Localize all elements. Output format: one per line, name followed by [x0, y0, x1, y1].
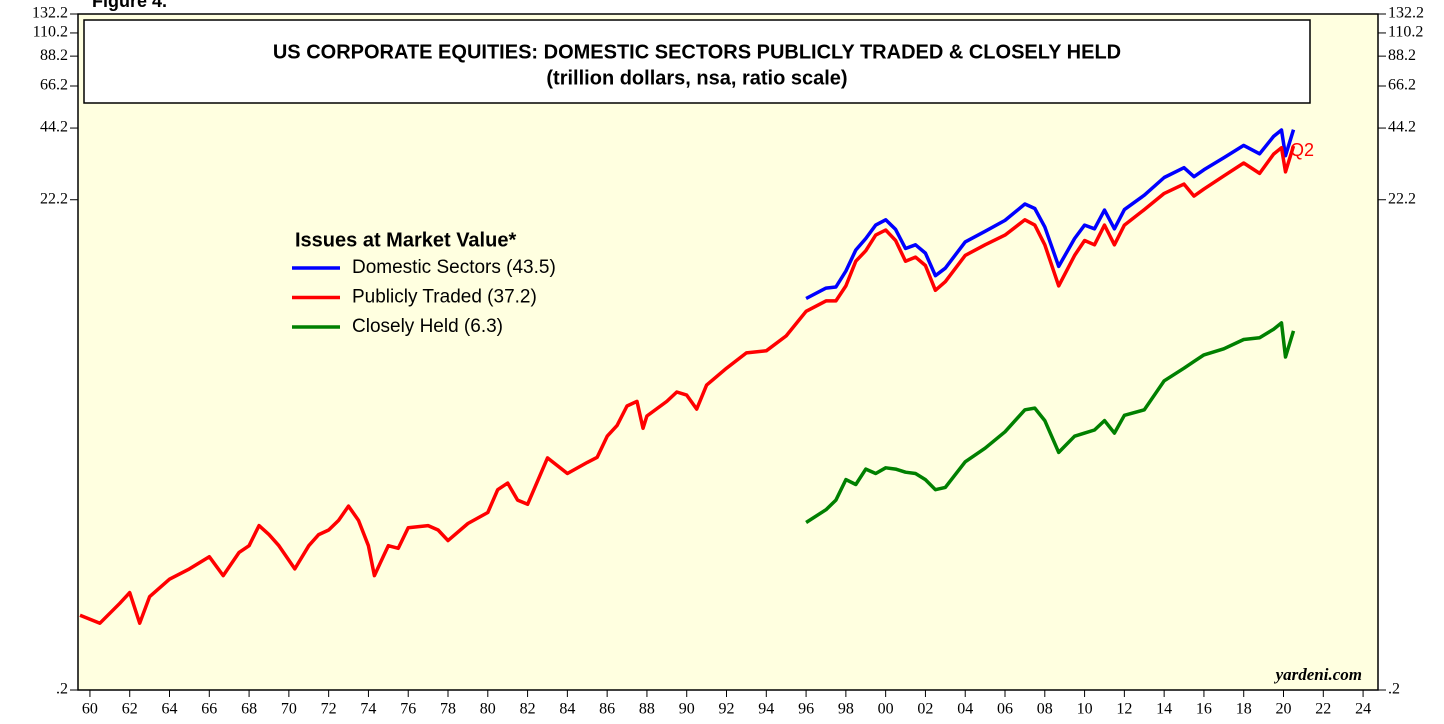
figure-label: Figure 4.: [92, 0, 167, 11]
series-line: [805, 128, 1296, 301]
x-tick-label: 02: [917, 701, 933, 718]
x-tick-label: 88: [639, 701, 655, 718]
x-tick-label: 84: [559, 701, 575, 718]
x-tick-label: 10: [1077, 701, 1093, 718]
x-tick-label: 64: [162, 701, 178, 718]
x-tick-label: 18: [1236, 701, 1252, 718]
x-tick-label: 90: [679, 701, 695, 718]
x-tick-label: 94: [758, 701, 774, 718]
plot-frame: [77, 13, 1379, 691]
y2-tick-label: 66.2: [1388, 77, 1416, 94]
x-tick-label: 16: [1196, 701, 1212, 718]
x-tick-label: 20: [1276, 701, 1292, 718]
legend-label: Domestic Sectors (43.5): [352, 257, 556, 278]
y-tick-label: 110.2: [33, 24, 68, 41]
y2-tick-label: 22.2: [1388, 190, 1416, 207]
y-tick-label: 132.2: [32, 5, 68, 22]
x-tick-label: 00: [878, 701, 894, 718]
legend-label: Closely Held (6.3): [352, 316, 503, 337]
x-tick-label: 14: [1156, 701, 1172, 718]
y-tick-label: 88.2: [40, 47, 68, 64]
x-tick-label: 62: [122, 701, 138, 718]
x-tick-label: 98: [838, 701, 854, 718]
chart-title: US CORPORATE EQUITIES: DOMESTIC SECTORS …: [273, 41, 1121, 63]
plot-area: [78, 14, 1378, 690]
title-box: [83, 19, 1311, 104]
series-line: [79, 145, 1296, 625]
y-tick-label: 44.2: [40, 119, 68, 136]
y2-tick-label: 132.2: [1388, 5, 1424, 22]
x-tick-label: 86: [599, 701, 615, 718]
x-tick-label: 60: [82, 701, 98, 718]
x-tick-label: 12: [1116, 701, 1132, 718]
x-tick-label: 68: [241, 701, 257, 718]
x-tick-label: 66: [201, 701, 217, 718]
series-line: [805, 321, 1296, 524]
y-tick-label: .2: [56, 681, 68, 698]
chart-subtitle: (trillion dollars, nsa, ratio scale): [546, 67, 847, 89]
x-tick-label: 80: [480, 701, 496, 718]
x-tick-label: 72: [321, 701, 337, 718]
y2-tick-label: 110.2: [1388, 24, 1423, 41]
y-tick-label: 66.2: [40, 77, 68, 94]
x-tick-label: 76: [400, 701, 416, 718]
x-tick-label: 82: [520, 701, 536, 718]
legend-title: Issues at Market Value*: [295, 229, 516, 251]
x-tick-label: 70: [281, 701, 297, 718]
x-tick-label: 24: [1355, 701, 1371, 718]
source: yardeni.com: [1274, 665, 1362, 684]
x-tick-label: 06: [997, 701, 1013, 718]
y2-tick-label: 88.2: [1388, 47, 1416, 64]
y-tick-label: 22.2: [40, 190, 68, 207]
x-tick-label: 22: [1315, 701, 1331, 718]
legend-label: Publicly Traded (37.2): [352, 287, 537, 308]
y2-tick-label: .2: [1388, 681, 1400, 698]
x-tick-label: 92: [719, 701, 735, 718]
y2-tick-label: 44.2: [1388, 119, 1416, 136]
x-tick-label: 74: [360, 701, 376, 718]
x-tick-label: 78: [440, 701, 456, 718]
annotation: Q2: [1290, 140, 1314, 160]
x-tick-label: 96: [798, 701, 814, 718]
x-tick-label: 04: [957, 701, 973, 718]
x-tick-label: 08: [1037, 701, 1053, 718]
